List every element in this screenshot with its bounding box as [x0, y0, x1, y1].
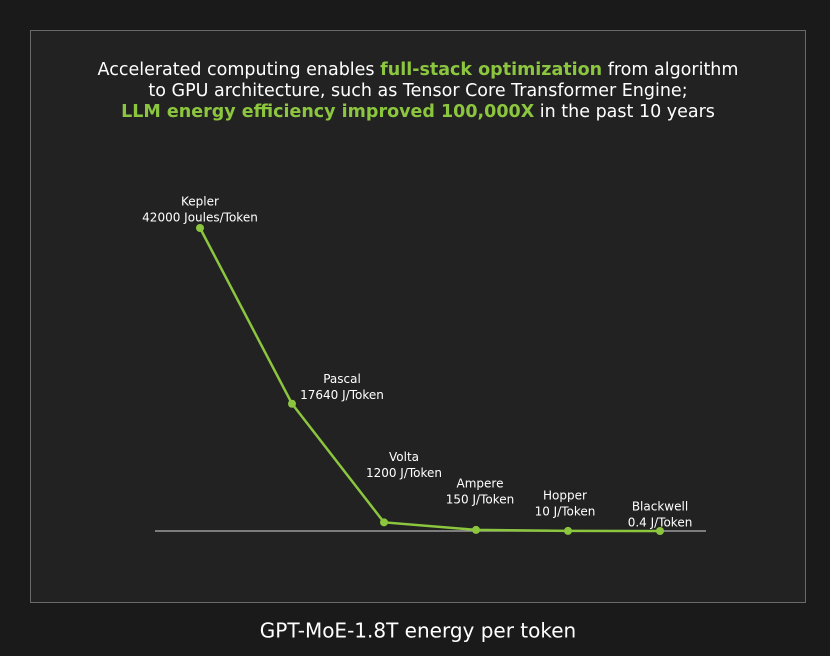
headline-segment: LLM energy efficiency improved 100,000X — [121, 102, 535, 122]
headline-segment: in the past 10 years — [534, 102, 715, 122]
headline-line: LLM energy efficiency improved 100,000X … — [121, 102, 715, 122]
plot: Kepler 42000 Joules/Token Pascal 17640 J/To… — [142, 195, 692, 535]
point-value-label: 0.4 J/Token — [628, 515, 693, 529]
point — [656, 526, 664, 535]
headline-line: to GPU architecture, such as Tensor Core… — [148, 81, 687, 101]
point-name: Pascal — [323, 372, 361, 386]
line — [198, 227, 661, 533]
point-value-label: 10 J/Token — [535, 504, 596, 518]
headline-segment: from algorithm — [602, 60, 738, 80]
chart-frame — [30, 30, 806, 603]
headline: Accelerated computing enables full-stack… — [98, 60, 739, 122]
point-value-label: 150 J/Token — [446, 492, 514, 506]
point-value-label: 1200 J/Token — [366, 466, 442, 480]
headline-segment: to GPU architecture, such as Tensor Core… — [148, 81, 687, 101]
point-name: Kepler — [181, 195, 219, 209]
headline-segment: full-stack optimization — [380, 60, 602, 80]
point — [564, 526, 572, 535]
point-value-label: 42000 Joules/Token — [142, 211, 258, 225]
point-name: Ampere — [457, 476, 504, 490]
headline-segment: Accelerated computing enables — [98, 60, 381, 80]
point — [196, 224, 204, 232]
point-name: Hopper — [543, 488, 587, 502]
headline-line: Accelerated computing enables full-stack… — [98, 60, 739, 80]
point — [380, 518, 388, 527]
point-value-label: 17640 J/Token — [300, 388, 384, 402]
point-name: Volta — [389, 450, 419, 464]
point — [472, 525, 480, 534]
point — [288, 399, 296, 408]
caption: GPT-MoE-1.8T energy per token — [260, 619, 576, 643]
point-name: Blackwell — [632, 499, 688, 513]
